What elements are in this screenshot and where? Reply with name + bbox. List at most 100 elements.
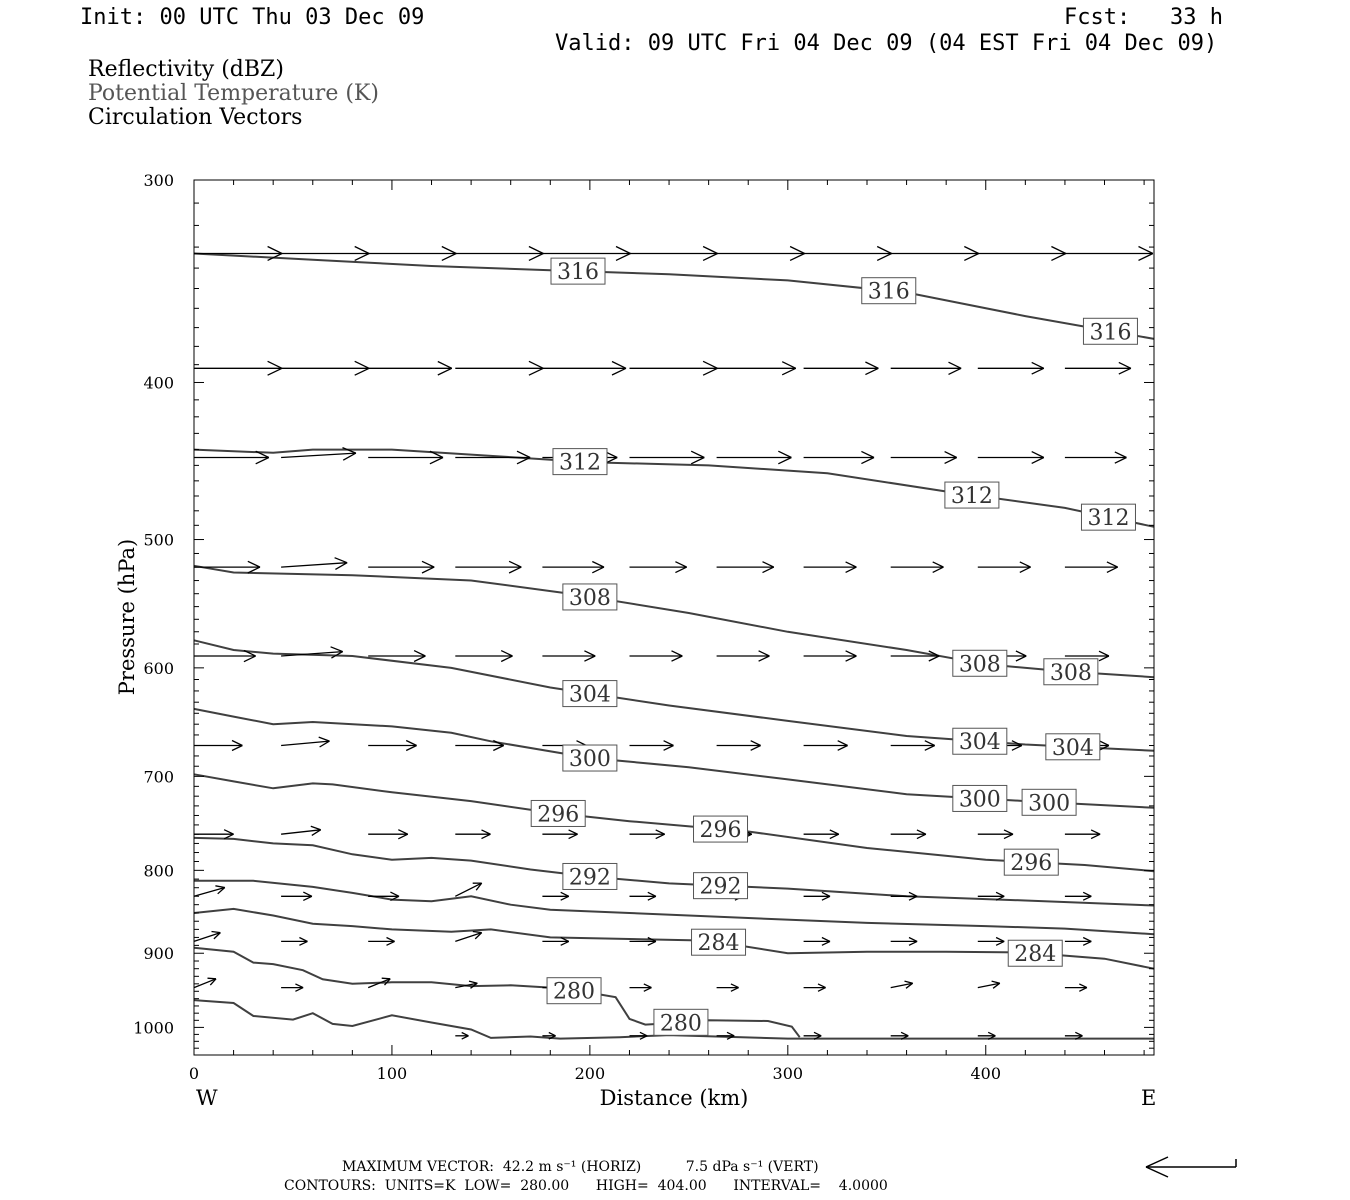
circulation-vector: [1064, 829, 1101, 840]
vector-head: [334, 557, 348, 564]
circulation-vector: [367, 977, 391, 989]
vector-head: [726, 1031, 735, 1037]
vector-head: [568, 833, 578, 840]
circulation-vector: [368, 560, 435, 574]
circulation-vector: [542, 360, 627, 376]
vector-head: [207, 977, 217, 980]
contour-label-box: [1080, 503, 1136, 531]
vector-head: [354, 360, 370, 369]
circulation-vector: [803, 1031, 822, 1040]
vector-head: [647, 936, 657, 942]
vector-head: [243, 655, 256, 663]
vector-head: [421, 560, 435, 568]
vector-head: [1138, 252, 1154, 261]
circulation-vector: [629, 891, 657, 901]
contour-label: 296: [1010, 851, 1052, 876]
circulation-vector: [542, 560, 605, 574]
circulation-vector: [890, 561, 944, 573]
vector-head: [643, 987, 652, 992]
vector-head: [437, 360, 453, 369]
isentrope-300: [193, 707, 1155, 809]
vector-head: [1031, 361, 1045, 369]
vector-head: [845, 655, 857, 662]
vector-head: [500, 650, 513, 657]
vector-head: [639, 1035, 648, 1040]
vector-head: [1015, 655, 1027, 662]
circulation-vector: [194, 649, 256, 663]
circulation-vector: [368, 829, 409, 840]
vector-head: [267, 360, 283, 369]
vector-head: [905, 982, 914, 989]
vector-head: [441, 245, 457, 255]
isentrope-280: [193, 946, 801, 1038]
circulation-vector: [368, 450, 444, 465]
circulation-vector: [194, 450, 270, 465]
contour-label: 308: [1050, 661, 1092, 686]
vector-head: [995, 936, 1005, 942]
vector-head: [908, 936, 918, 942]
reference-vector-arrow: [1145, 1156, 1237, 1178]
vector-head: [671, 650, 683, 657]
vector-head: [663, 740, 674, 747]
vector-head: [690, 456, 705, 465]
vector-head: [398, 829, 409, 835]
contour-label: 296: [700, 818, 742, 843]
terrain-line: [193, 999, 1154, 1040]
vector-head: [789, 252, 805, 261]
vector-shaft: [281, 650, 343, 657]
vector-head: [247, 560, 261, 568]
valid-time: Valid: 09 UTC Fri 04 Dec 09 (04 EST Fri …: [555, 31, 1218, 56]
vector-head: [924, 740, 935, 747]
circulation-vector: [716, 740, 761, 751]
vector-head: [548, 1035, 556, 1040]
vector-shaft: [281, 562, 348, 568]
contour-label: 300: [569, 747, 611, 772]
circulation-vector: [803, 650, 857, 662]
contour-label: 280: [660, 1011, 702, 1036]
circulation-vector: [890, 650, 940, 662]
vector-head: [1051, 252, 1067, 261]
vector-head: [468, 980, 478, 984]
vector-head: [829, 829, 840, 835]
circulation-vector: [716, 361, 797, 376]
vector-head: [354, 367, 370, 376]
contour-label-box: [562, 862, 618, 890]
circulation-vector: [1064, 983, 1088, 992]
vector-head: [762, 566, 775, 574]
vector-head: [303, 891, 313, 897]
vector-head: [1082, 895, 1092, 901]
circulation-vector: [977, 829, 1014, 840]
vector-head: [528, 245, 544, 255]
vector-head: [413, 655, 426, 663]
vector-head: [1031, 456, 1045, 464]
vector-head: [1106, 561, 1118, 568]
contour-label: 316: [868, 280, 910, 305]
vector-head: [987, 1035, 996, 1040]
vector-head: [1079, 983, 1088, 989]
circulation-vector: [368, 891, 400, 901]
circulation-vector: [455, 930, 483, 943]
circulation-vector: [629, 245, 718, 261]
vector-head: [548, 1031, 556, 1037]
vector-shaft: [890, 982, 913, 989]
circulation-vector: [977, 361, 1045, 375]
vector-head: [1118, 361, 1132, 369]
contour-label: 316: [557, 260, 599, 285]
vector-head: [267, 245, 283, 255]
vector-head: [255, 450, 270, 459]
contour-label-box: [691, 928, 747, 956]
y-axis-label: Pressure (hPa): [115, 539, 139, 695]
legend-reflectivity: Reflectivity (dBZ): [88, 57, 284, 82]
vector-head: [964, 252, 979, 261]
vector-head: [310, 825, 321, 831]
isentrope-288: [194, 879, 1155, 936]
vector-head: [528, 360, 544, 369]
vector-head: [342, 452, 357, 461]
vector-head: [1098, 740, 1110, 747]
vector-head: [429, 450, 444, 459]
vector-head: [861, 450, 875, 459]
vector-head: [655, 829, 665, 835]
vector-head: [758, 655, 770, 662]
circulation-vector: [716, 983, 739, 992]
vector-head: [295, 987, 304, 992]
